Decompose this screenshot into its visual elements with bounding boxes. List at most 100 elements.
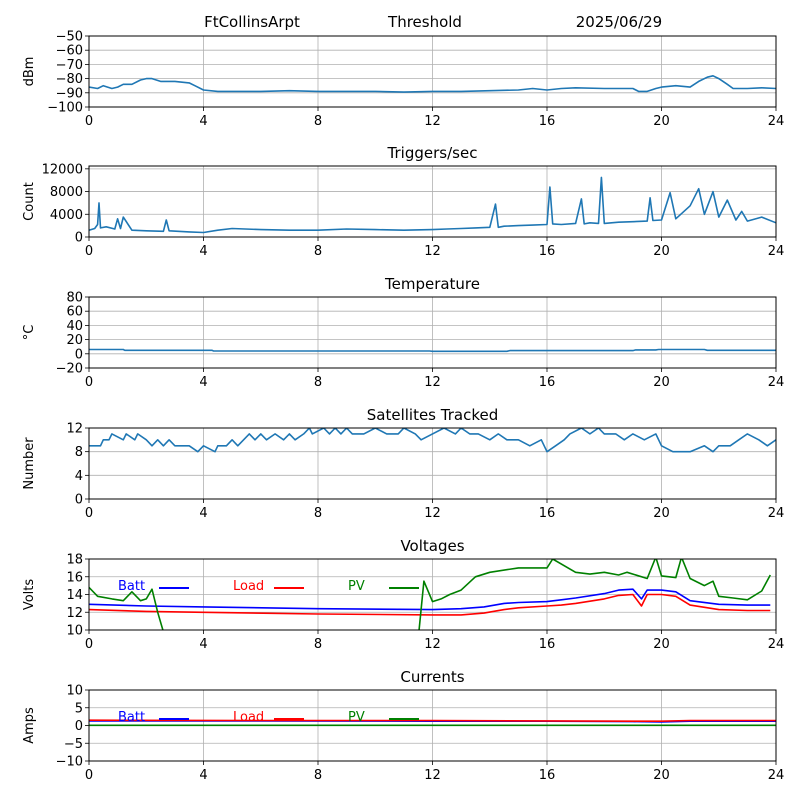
y-axis-label: dBm (22, 57, 37, 87)
y-tick-label: 16 (66, 570, 83, 585)
plot-frame (88, 35, 777, 108)
x-tick-label: 4 (199, 375, 207, 390)
series-line-0 (89, 75, 776, 93)
y-tick-label: 0 (75, 231, 83, 246)
y-tick-label: −5 (64, 737, 83, 752)
x-tick-label: 12 (424, 375, 441, 390)
y-tick-label: −90 (56, 86, 83, 101)
legend-label: PV (348, 579, 365, 594)
x-tick-label: 16 (539, 375, 556, 390)
y-axis-label: Count (22, 182, 37, 221)
plot-frame (88, 427, 777, 500)
x-tick-label: 4 (199, 244, 207, 259)
x-tick-label: 24 (768, 375, 785, 390)
x-tick-label: 16 (539, 114, 556, 129)
panel-title: Currents (400, 668, 464, 686)
x-tick-label: 16 (539, 768, 556, 783)
y-tick-label: −70 (56, 58, 83, 73)
x-tick-label: 12 (424, 506, 441, 521)
panel-5: 0 4 8 12 16 20 24 −10 −5 0 5 10 Batt Load PV Currents Am… (22, 668, 784, 783)
mode-label: Threshold (387, 13, 462, 31)
x-tick-label: 24 (768, 637, 785, 652)
x-tick-label: 8 (314, 375, 322, 390)
x-tick-label: 8 (314, 768, 322, 783)
y-axis-label: Volts (22, 579, 37, 611)
x-tick-label: 12 (424, 244, 441, 259)
legend-label: Batt (118, 710, 145, 725)
panel-title: Satellites Tracked (367, 406, 498, 424)
series-line-0 (89, 428, 776, 453)
y-tick-label: −80 (56, 72, 83, 87)
y-tick-label: 8000 (50, 185, 83, 200)
series-line-load (89, 719, 776, 723)
x-tick-label: 20 (653, 244, 670, 259)
panel-4: 0 4 8 12 16 20 24 10 12 14 16 18 Batt Load PV Voltages V… (22, 537, 784, 652)
y-tick-label: 40 (66, 319, 83, 334)
panel-title: Temperature (384, 275, 480, 293)
legend-label: PV (348, 710, 365, 725)
station-label: FtCollinsArpt (204, 13, 300, 31)
series-line-0 (89, 176, 776, 234)
y-tick-label: 14 (66, 588, 83, 603)
y-tick-label: −100 (47, 101, 83, 116)
y-tick-label: 4 (75, 469, 83, 484)
x-tick-label: 12 (424, 114, 441, 129)
panel-title: Triggers/sec (387, 144, 478, 162)
y-tick-label: −10 (56, 755, 83, 770)
panel-0: 0 4 8 12 16 20 24 −100−90−80−70−60−50 dBm (22, 30, 784, 130)
panel-title: Voltages (400, 537, 464, 555)
y-axis-label: Amps (22, 707, 37, 744)
x-tick-label: 20 (653, 114, 670, 129)
x-tick-label: 24 (768, 244, 785, 259)
panel-1: 0 4 8 12 16 20 24 0 4000 8000 12000 Triggers/sec Cou… (22, 144, 784, 259)
x-tick-label: 0 (85, 506, 93, 521)
legend-label: Batt (118, 579, 145, 594)
y-tick-label: 18 (66, 553, 83, 568)
y-tick-label: 4000 (50, 208, 83, 223)
y-tick-label: 8 (75, 445, 83, 460)
x-tick-label: 0 (85, 375, 93, 390)
y-tick-label: 10 (66, 624, 83, 639)
x-tick-label: 4 (199, 506, 207, 521)
x-tick-label: 4 (199, 114, 207, 129)
x-tick-label: 16 (539, 506, 556, 521)
x-tick-label: 8 (314, 244, 322, 259)
x-tick-label: 20 (653, 506, 670, 521)
y-tick-label: −20 (56, 362, 83, 377)
y-tick-label: 5 (75, 701, 83, 716)
x-tick-label: 0 (85, 768, 93, 783)
series-line-batt (89, 588, 771, 611)
y-tick-label: 20 (66, 333, 83, 348)
x-tick-label: 16 (539, 637, 556, 652)
y-tick-label: 12 (66, 606, 83, 621)
series-line-pv (89, 559, 772, 630)
x-tick-label: 20 (653, 768, 670, 783)
y-tick-label: −60 (56, 44, 83, 59)
panel-3: 0 4 8 12 16 20 24 0 4 8 12 Satellites Tracked Number (22, 406, 784, 521)
y-tick-label: −50 (56, 30, 83, 45)
y-tick-label: 10 (66, 684, 83, 699)
x-tick-label: 12 (424, 637, 441, 652)
y-tick-label: 80 (66, 291, 83, 306)
y-tick-label: 0 (75, 493, 83, 508)
x-tick-label: 8 (314, 637, 322, 652)
y-tick-label: 60 (66, 305, 83, 320)
x-tick-label: 0 (85, 114, 93, 129)
x-tick-label: 20 (653, 637, 670, 652)
plot-frame (88, 689, 777, 762)
x-tick-label: 4 (199, 637, 207, 652)
x-tick-label: 4 (199, 768, 207, 783)
x-tick-label: 24 (768, 506, 785, 521)
y-tick-label: 12 (66, 422, 83, 437)
series-line-0 (89, 348, 776, 353)
plot-frame (88, 165, 777, 238)
series-line-load (89, 593, 771, 616)
plot-frame (88, 296, 777, 369)
x-tick-label: 24 (768, 114, 785, 129)
x-tick-label: 24 (768, 768, 785, 783)
x-tick-label: 16 (539, 244, 556, 259)
x-tick-label: 8 (314, 506, 322, 521)
